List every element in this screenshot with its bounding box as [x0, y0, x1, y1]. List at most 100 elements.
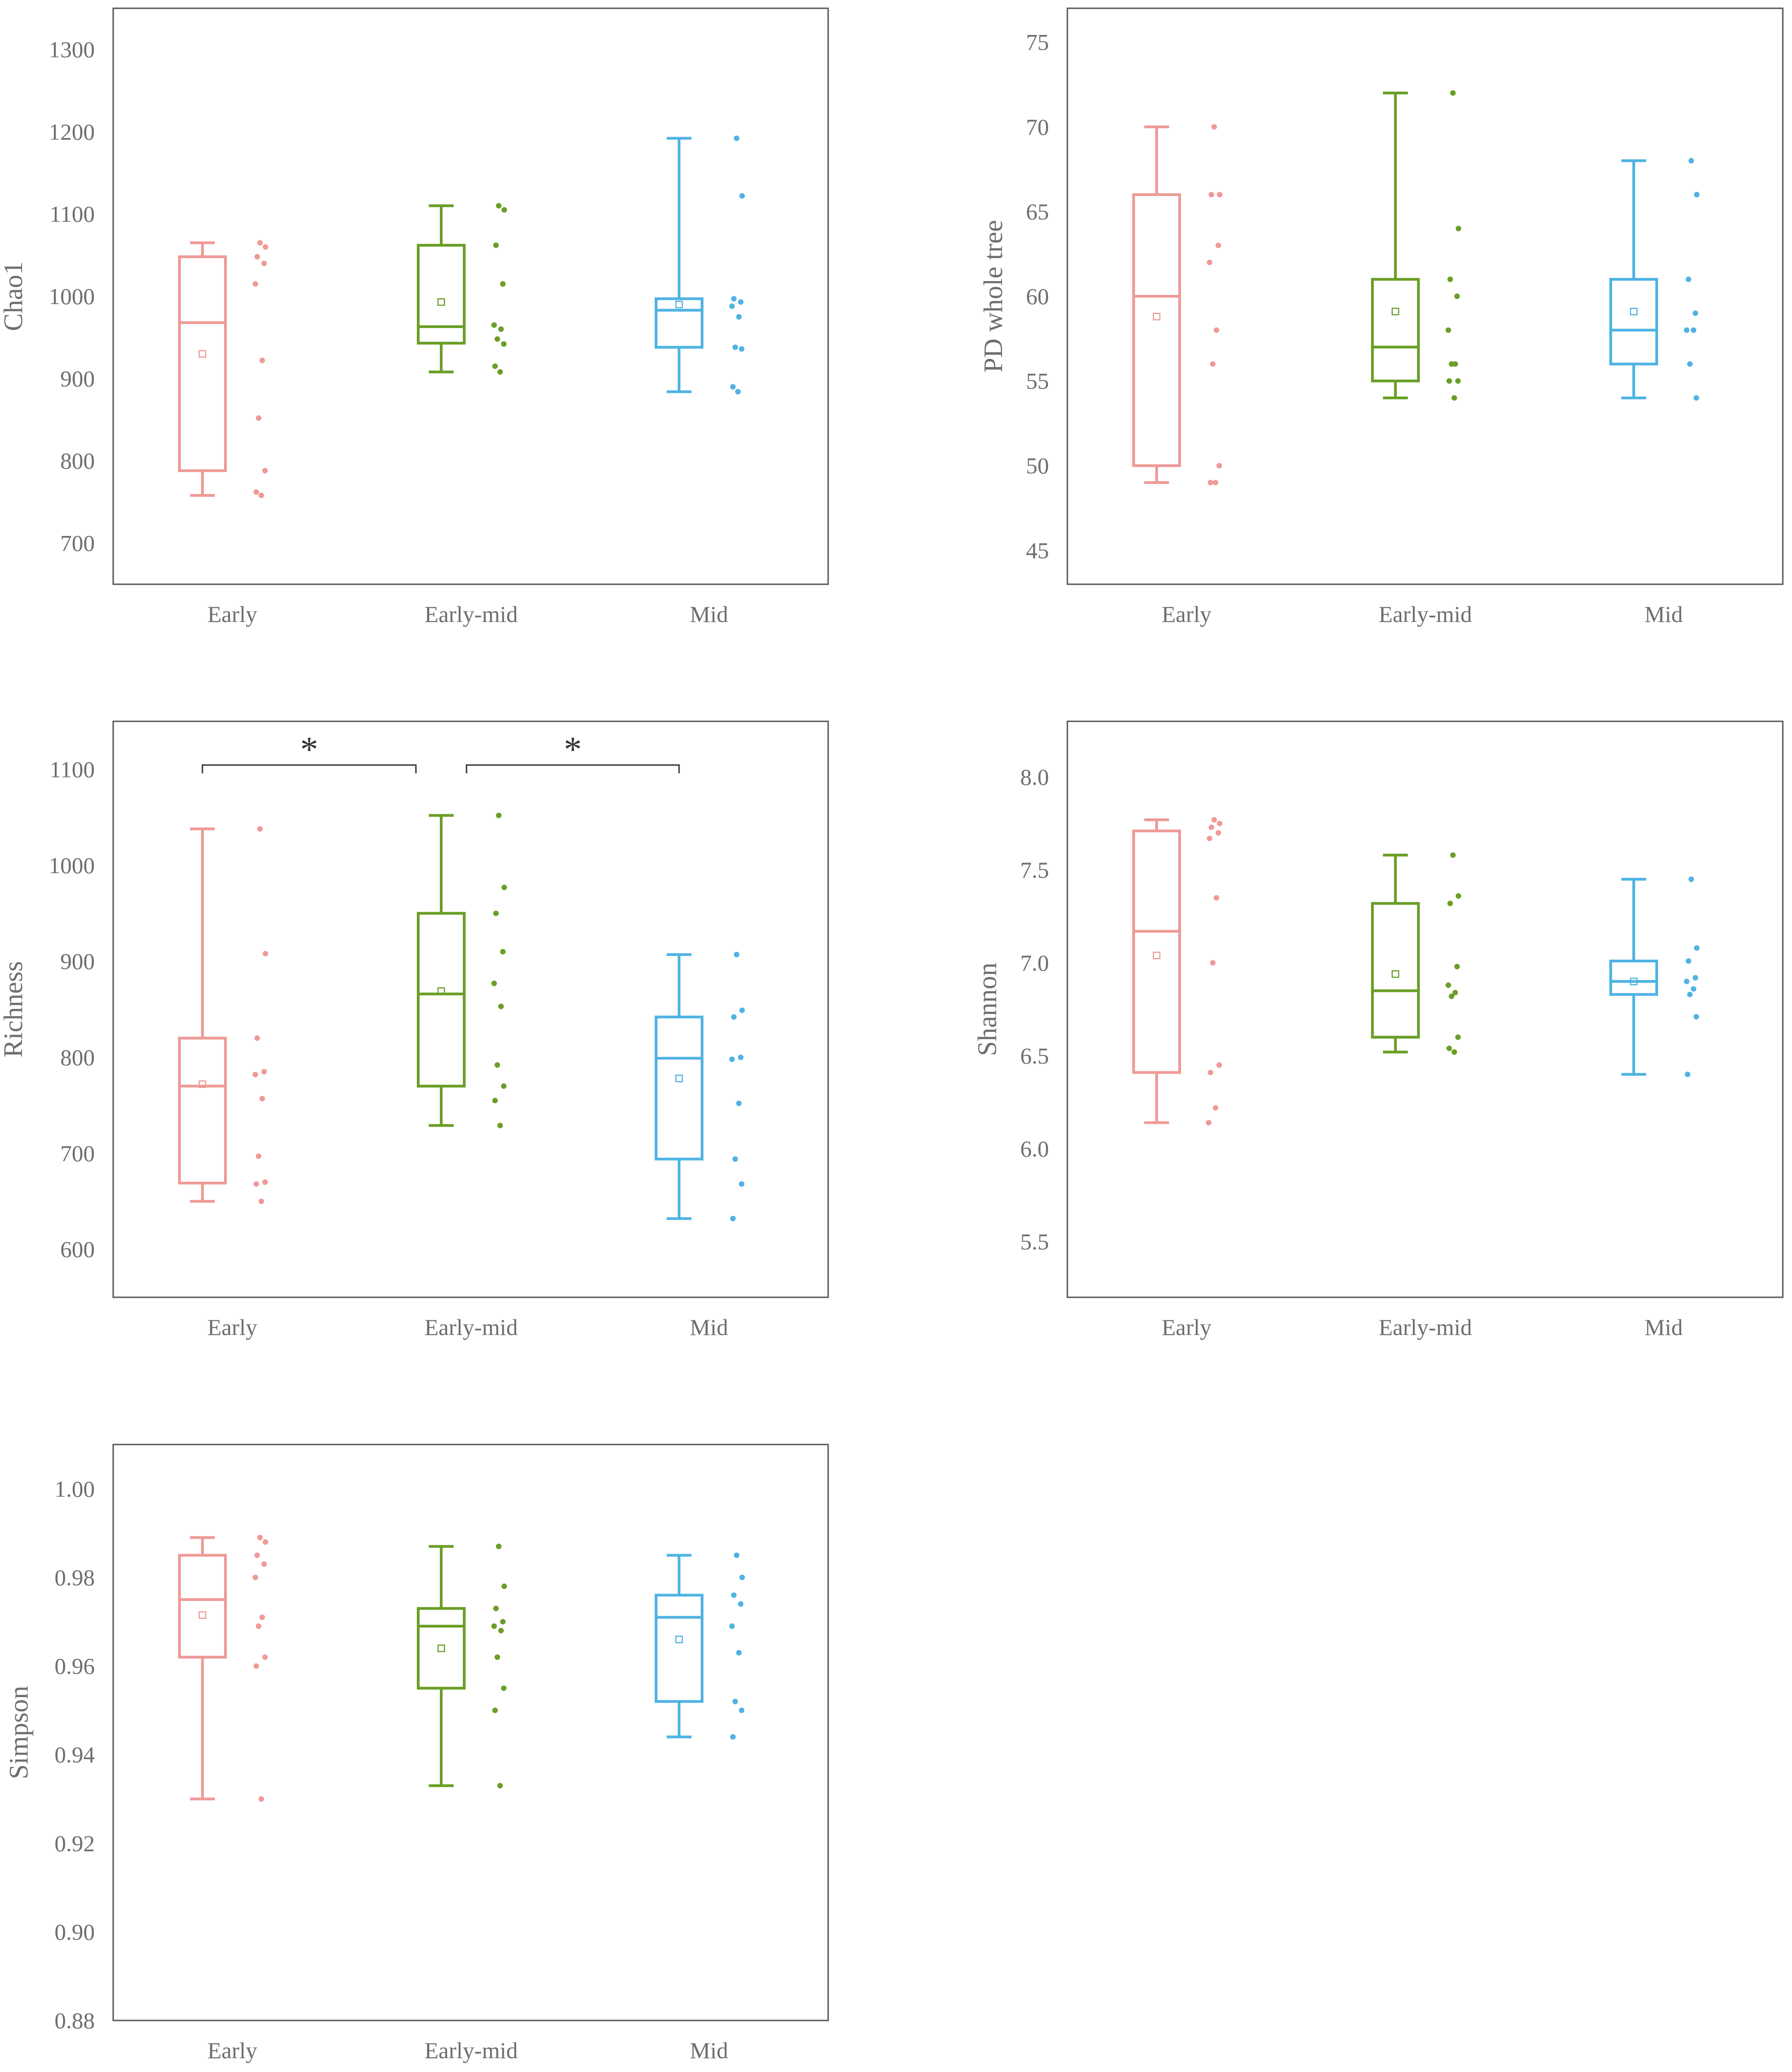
- box-mid: [655, 135, 745, 395]
- data-point: [730, 1734, 736, 1740]
- x-category-label: Early: [1162, 601, 1211, 627]
- box-early: [1132, 817, 1222, 1126]
- data-point: [1216, 830, 1221, 836]
- y-axis-title: PD whole tree: [978, 220, 1008, 373]
- data-point: [254, 254, 260, 260]
- x-category-label: Early: [1162, 1314, 1211, 1340]
- data-point: [736, 1100, 742, 1106]
- data-point: [259, 492, 264, 498]
- data-point: [1210, 960, 1216, 966]
- y-axis-title: Chao1: [0, 261, 28, 331]
- data-point: [501, 1685, 507, 1691]
- data-point: [1208, 480, 1213, 486]
- data-point: [739, 1707, 744, 1713]
- bracket-line: [202, 764, 417, 773]
- data-point: [254, 1663, 259, 1669]
- y-tick-label: 75: [1026, 29, 1049, 55]
- data-point: [492, 363, 498, 369]
- box-early: [1132, 124, 1222, 486]
- data-point: [495, 1062, 500, 1068]
- data-point: [492, 1707, 498, 1713]
- data-point: [495, 336, 500, 342]
- significance-star: *: [564, 729, 582, 769]
- box-mid: [1609, 158, 1700, 401]
- y-tick-label: 6.0: [1020, 1136, 1049, 1162]
- data-point: [735, 389, 741, 395]
- data-point: [730, 384, 736, 390]
- data-point: [1691, 327, 1696, 333]
- data-point: [254, 489, 259, 495]
- x-category-label: Early-mid: [425, 601, 518, 627]
- y-tick-label: 1000: [49, 283, 95, 309]
- iqr-box: [1609, 959, 1658, 996]
- data-point: [501, 884, 507, 890]
- data-point: [1447, 276, 1453, 282]
- data-point: [1216, 1062, 1222, 1068]
- data-point: [738, 1054, 743, 1060]
- data-point: [1211, 124, 1217, 130]
- data-point: [501, 341, 507, 347]
- data-point: [1693, 310, 1698, 316]
- data-point: [500, 1619, 506, 1625]
- data-point: [256, 415, 261, 421]
- y-tick-label: 900: [60, 366, 95, 391]
- y-tick-label: 70: [1026, 114, 1049, 140]
- y-tick-label: 0.90: [55, 1919, 95, 1945]
- y-tick-label: 55: [1026, 368, 1049, 394]
- data-point: [736, 314, 742, 320]
- chart-panel-pd-whole-tree: 45 50 55 60 65 70 75 PD whole tree Early Early-mi…: [978, 7, 1784, 627]
- y-tick-label: 8.0: [1020, 764, 1049, 790]
- mean-marker: [675, 1635, 683, 1644]
- data-point: [253, 281, 258, 287]
- data-point: [501, 1583, 507, 1589]
- y-tick-label: 0.92: [55, 1830, 95, 1856]
- data-point: [738, 299, 743, 305]
- data-point: [1217, 192, 1222, 198]
- data-point: [497, 1783, 503, 1789]
- data-point: [259, 1198, 264, 1204]
- data-point: [1449, 993, 1454, 999]
- x-category-label: Mid: [1644, 1314, 1683, 1340]
- data-point: [257, 826, 263, 832]
- data-point: [1687, 361, 1693, 367]
- data-point: [1452, 990, 1458, 996]
- y-tick-label: 1100: [50, 201, 95, 227]
- mean-marker: [1152, 312, 1161, 321]
- data-point: [500, 281, 506, 287]
- mean-marker: [1152, 951, 1161, 960]
- mean-marker: [198, 1080, 207, 1088]
- x-category-label: Mid: [690, 2037, 728, 2063]
- box-early-mid: [1371, 90, 1461, 401]
- chart-panel-chao1: 700 800 900 1000 1100 1200 1300 Chao1 Early Early…: [0, 7, 829, 627]
- data-point: [257, 1535, 263, 1541]
- box-early-mid: [417, 1543, 507, 1789]
- data-point: [1449, 361, 1454, 367]
- data-point: [736, 1650, 742, 1656]
- box-early: [178, 240, 268, 498]
- data-point: [498, 1628, 504, 1634]
- data-point: [491, 322, 497, 328]
- data-point: [1454, 294, 1460, 299]
- iqr-box: [1132, 829, 1181, 1074]
- data-point: [1217, 821, 1222, 827]
- data-point: [1209, 192, 1214, 198]
- x-category-label: Early-mid: [1379, 601, 1472, 627]
- data-point: [261, 260, 267, 266]
- iqr-box: [655, 1015, 703, 1161]
- data-point: [1688, 158, 1694, 164]
- y-tick-label: 0.96: [55, 1653, 95, 1679]
- data-point: [263, 950, 268, 956]
- data-point: [492, 1098, 498, 1104]
- box-mid: [655, 1552, 745, 1740]
- y-tick-label: 1300: [49, 36, 95, 62]
- data-point: [1694, 945, 1700, 951]
- data-point: [261, 1069, 267, 1075]
- data-point: [254, 1552, 260, 1558]
- data-point: [1687, 991, 1693, 997]
- data-point: [731, 296, 737, 302]
- significance-bracket: *: [202, 729, 417, 773]
- x-category-label: Mid: [1644, 601, 1683, 627]
- data-point: [1207, 259, 1212, 265]
- data-point: [263, 1539, 268, 1545]
